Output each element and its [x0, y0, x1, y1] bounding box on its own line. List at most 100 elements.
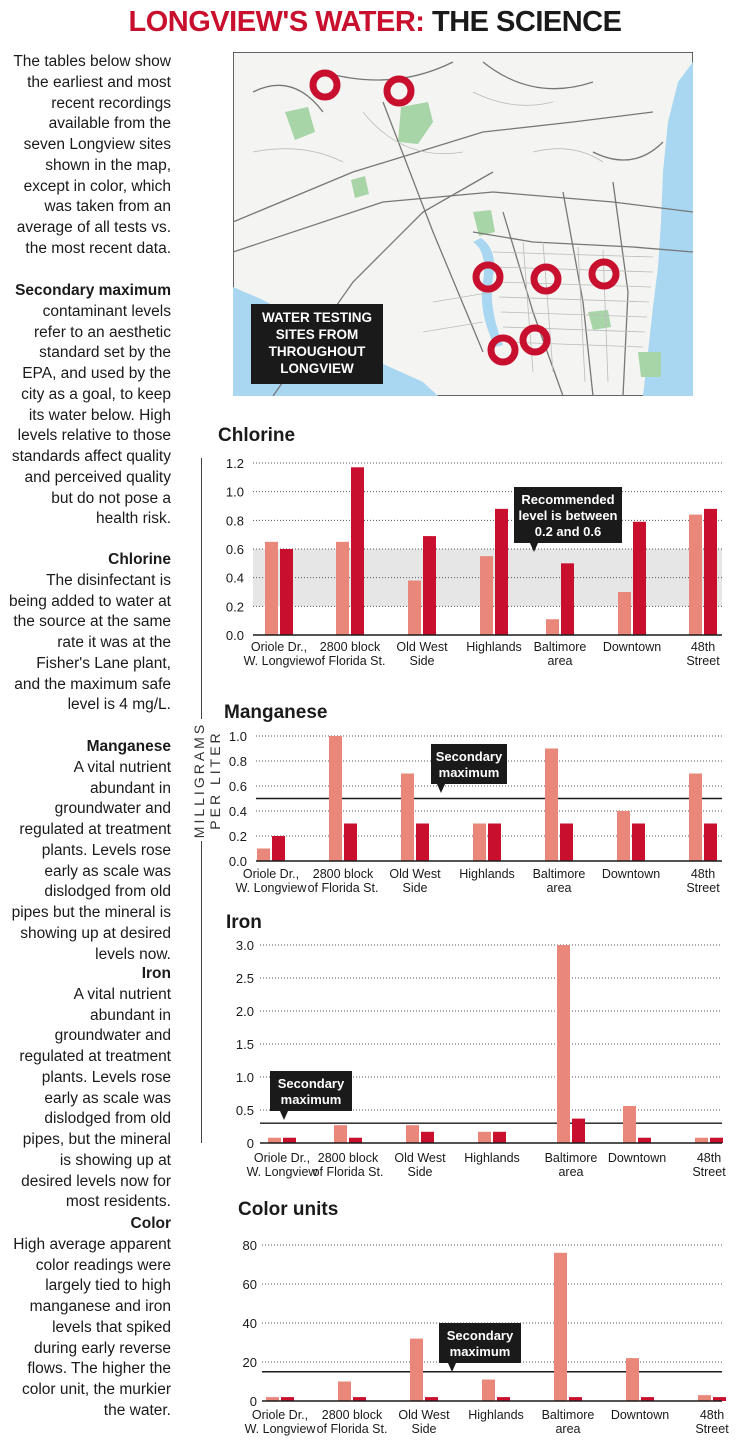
bar-recent — [283, 1137, 296, 1143]
site-marker — [530, 263, 562, 295]
title-part2: THE SCIENCE — [424, 6, 622, 38]
park — [473, 210, 495, 236]
park — [398, 102, 433, 144]
bar-earliest — [406, 1125, 419, 1143]
bar-recent — [495, 508, 508, 635]
y-tick-label: 0.4 — [226, 571, 244, 586]
x-category-label: area — [555, 1422, 580, 1436]
y-tick-label: 20 — [243, 1355, 257, 1370]
iron-text: A vital nutrient abundant in groundwater… — [19, 985, 171, 1211]
bar-earliest — [401, 773, 414, 861]
y-tick-label: 0.6 — [226, 542, 244, 557]
bar-recent — [349, 1137, 362, 1143]
callout-text: level is between — [519, 508, 618, 523]
bar-recent — [425, 1397, 438, 1401]
color-heading: Color — [130, 1215, 171, 1232]
callout-pointer — [437, 784, 445, 793]
bar-recent — [560, 823, 573, 861]
map-label-line: THROUGHOUT — [269, 344, 366, 359]
callout-box — [439, 1323, 521, 1363]
bar-recent — [272, 836, 285, 861]
x-category-label: of Florida St. — [315, 654, 386, 668]
x-category-label: Old West — [394, 1151, 446, 1165]
site-marker — [309, 69, 341, 101]
callout-text: Secondary — [278, 1076, 345, 1091]
x-category-label: Side — [402, 881, 427, 895]
bar-earliest — [410, 1338, 423, 1401]
x-category-label: 2800 block — [318, 1151, 379, 1165]
bar-earliest — [545, 748, 558, 861]
y-tick-label: 0.6 — [229, 779, 247, 794]
map-label-line: SITES FROM — [276, 327, 359, 342]
x-category-label: Street — [692, 1165, 726, 1179]
bar-earliest — [689, 773, 702, 861]
x-category-label: area — [547, 654, 572, 668]
x-category-label: Oriole Dr., — [254, 1151, 310, 1165]
bar-recent — [497, 1397, 510, 1401]
site-marker — [519, 324, 551, 356]
x-category-label: W. Longview — [236, 881, 308, 895]
bar-earliest — [623, 1106, 636, 1143]
map-label-line: LONGVIEW — [280, 361, 354, 376]
y-tick-label: 0.0 — [226, 628, 244, 643]
page-title: LONGVIEW'S WATER: THE SCIENCE — [0, 6, 750, 39]
site-markers — [309, 69, 620, 366]
manganese-section: Manganese A vital nutrient abundant in g… — [8, 737, 171, 965]
callout-text: 0.2 and 0.6 — [535, 524, 601, 539]
bar-recent — [632, 823, 645, 861]
x-category-label: 48th — [697, 1151, 721, 1165]
callout-text: maximum — [439, 765, 500, 780]
y-tick-label: 40 — [243, 1316, 257, 1331]
x-category-label: W. Longview — [245, 1422, 317, 1436]
y-tick-label: 1.5 — [236, 1037, 254, 1052]
y-tick-label: 2.0 — [236, 1004, 254, 1019]
bar-earliest — [626, 1358, 639, 1401]
callout-box — [270, 1071, 352, 1111]
x-category-label: Baltimore — [542, 1408, 595, 1422]
x-category-label: Highlands — [464, 1151, 520, 1165]
secondary-heading: Secondary maximum — [15, 282, 171, 299]
y-tick-label: 0.8 — [229, 754, 247, 769]
y-tick-label: 60 — [243, 1277, 257, 1292]
y-tick-label: 0.0 — [229, 854, 247, 869]
x-category-label: of Florida St. — [313, 1165, 384, 1179]
site-marker — [472, 261, 504, 293]
site-marker — [487, 334, 519, 366]
chart-title: Iron — [226, 912, 262, 933]
bar-recent — [704, 508, 717, 635]
site-marker — [383, 75, 415, 107]
x-category-label: Oriole Dr., — [243, 867, 299, 881]
x-category-label: Old West — [396, 640, 448, 654]
x-category-label: Old West — [389, 867, 441, 881]
callout-text: Secondary — [447, 1328, 514, 1343]
y-tick-label: 3.0 — [236, 938, 254, 953]
x-category-label: 48th — [691, 640, 715, 654]
y-tick-label: 0.2 — [229, 829, 247, 844]
bar-earliest — [480, 556, 493, 635]
callout-pointer — [280, 1111, 288, 1120]
bar-recent — [641, 1397, 654, 1401]
bar-earliest — [546, 619, 559, 635]
iron-heading: Iron — [141, 965, 171, 982]
bar-recent — [353, 1397, 366, 1401]
secondary-text: contaminant levels refer to an aesthetic… — [11, 302, 171, 528]
y-tick-label: 0 — [247, 1136, 254, 1151]
y-tick-label: 2.5 — [236, 971, 254, 986]
bar-recent — [416, 823, 429, 861]
bar-earliest — [257, 848, 270, 861]
color-section: Color High average apparent color readin… — [8, 1214, 171, 1422]
x-category-label: W. Longview — [247, 1165, 319, 1179]
testing-sites-map: WATER TESTING SITES FROM THROUGHOUT LONG… — [233, 52, 693, 396]
x-category-label: Highlands — [459, 867, 515, 881]
bar-earliest — [336, 541, 349, 635]
x-category-label: 48th — [691, 867, 715, 881]
y-tick-label: 0.2 — [226, 599, 244, 614]
x-category-label: of Florida St. — [308, 881, 379, 895]
bar-earliest — [618, 592, 631, 635]
x-category-label: Highlands — [466, 640, 522, 654]
bar-recent — [488, 823, 501, 861]
chlorine-section: Chlorine The disinfectant is being added… — [8, 550, 171, 716]
map-label-box — [251, 304, 383, 384]
bar-earliest — [329, 736, 342, 861]
x-category-label: Oriole Dr., — [252, 1408, 308, 1422]
